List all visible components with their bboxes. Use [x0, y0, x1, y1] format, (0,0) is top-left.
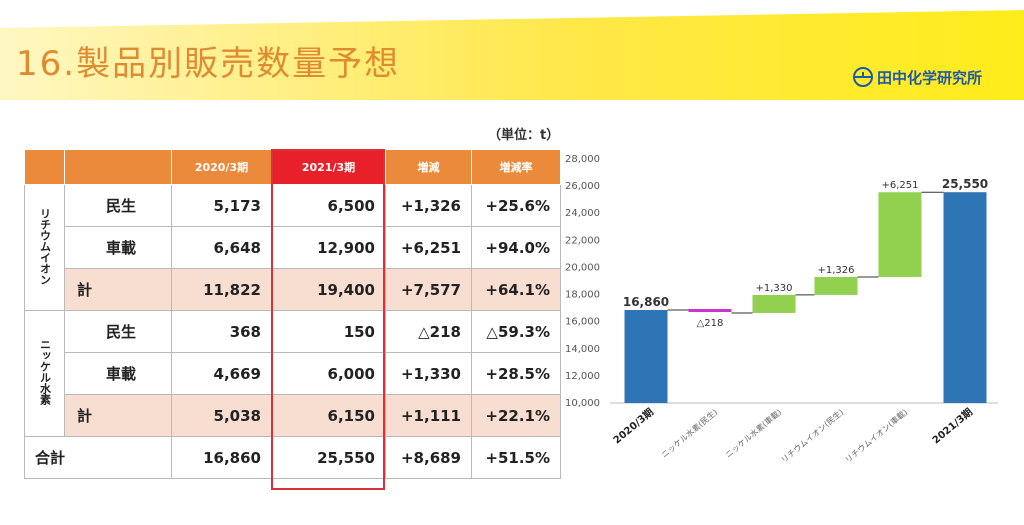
group-label: リチウムイオン	[24, 184, 65, 311]
data-label: +1,326	[817, 265, 854, 276]
cell-value: +94.0%	[471, 226, 561, 269]
y-tick-label: 24,000	[565, 208, 600, 219]
cell-value: 12,900	[271, 226, 386, 269]
table-row: 車載 6,648 12,900 +6,251 +94.0%	[25, 226, 561, 269]
data-label: +6,251	[881, 180, 918, 191]
cell-value: +1,111	[385, 394, 472, 437]
page-title: 16.製品別販売数量予想	[16, 44, 401, 84]
cell-value: 5,173	[171, 184, 272, 227]
cell-value: △59.3%	[471, 310, 561, 353]
cell-value: 5,038	[171, 394, 272, 437]
y-tick-label: 18,000	[565, 290, 600, 301]
cell-value: +8,689	[385, 436, 472, 479]
cell-value: 4,669	[171, 352, 272, 395]
logo-icon	[853, 67, 873, 87]
total-row: 合計 16,860 25,550 +8,689 +51.5%	[24, 436, 561, 479]
cell-value: +28.5%	[471, 352, 561, 395]
data-label: +1,330	[755, 283, 792, 294]
cell-value: 150	[271, 310, 386, 353]
x-tick-label: ニッケル水素(民生)	[659, 407, 719, 460]
subtotal-row: 計 5,038 6,150 +1,111 +22.1%	[25, 394, 561, 437]
y-tick-label: 26,000	[565, 181, 600, 192]
cell-value: △218	[385, 310, 472, 353]
cell-value: +7,577	[385, 268, 472, 311]
header-cell	[24, 149, 65, 185]
x-tick-label: リチウムイオン(民生)	[779, 407, 845, 465]
y-tick-label: 22,000	[565, 235, 600, 246]
row-label: 車載	[64, 226, 172, 269]
cell-value: 6,500	[271, 184, 386, 227]
x-tick-label: 2021/3期	[929, 405, 974, 446]
header-cell: 2020/3期	[171, 149, 272, 185]
group-label: ニッケル水素	[24, 310, 65, 437]
y-tick-label: 16,000	[565, 317, 600, 328]
cell-value: +1,326	[385, 184, 472, 227]
x-tick-label: ニッケル水素(車載)	[723, 407, 783, 460]
cell-value: +22.1%	[471, 394, 561, 437]
waterfall-chart: 10,000 12,000 14,000 16,000 18,000 20,000 22,0…	[565, 154, 998, 465]
cell-value: +6,251	[385, 226, 472, 269]
table-header-row: 2020/3期 2021/3期 増減 増減率	[24, 149, 561, 185]
sales-table: 2020/3期 2021/3期 増減 増減率 リチウムイオン 民生 5,173 …	[24, 149, 561, 479]
chart-bar	[624, 310, 668, 403]
cell-value: +25.6%	[471, 184, 561, 227]
y-tick-label: 28,000	[565, 154, 600, 165]
row-label: 計	[64, 268, 172, 311]
chart-bar	[943, 192, 987, 403]
row-label: 民生	[64, 184, 172, 227]
chart-bar	[752, 294, 796, 313]
logo-text: 田中化学研究所	[877, 68, 983, 87]
x-tick-label: リチウムイオン(車載)	[843, 407, 909, 465]
row-label: 合計	[24, 436, 172, 479]
y-tick-label: 10,000	[565, 398, 600, 409]
cell-value: 25,550	[271, 436, 386, 479]
chart-bar	[814, 276, 858, 295]
y-tick-label: 12,000	[565, 371, 600, 382]
cell-value: 6,648	[171, 226, 272, 269]
row-label: 計	[64, 394, 172, 437]
row-label: 車載	[64, 352, 172, 395]
header-cell: 増減率	[471, 149, 561, 185]
subtotal-row: 計 11,822 19,400 +7,577 +64.1%	[25, 268, 561, 311]
cell-value: 6,000	[271, 352, 386, 395]
cell-value: 6,150	[271, 394, 386, 437]
company-logo: 田中化学研究所	[852, 66, 982, 88]
chart-bar	[878, 192, 922, 277]
header-band	[0, 10, 1024, 100]
cell-value: +51.5%	[471, 436, 561, 479]
y-tick-label: 14,000	[565, 344, 600, 355]
chart-bar	[688, 309, 732, 313]
cell-value: 19,400	[271, 268, 386, 311]
y-tick-label: 20,000	[565, 262, 600, 273]
x-tick-label: 2020/3期	[610, 405, 655, 446]
row-label: 民生	[64, 310, 172, 353]
cell-value: 11,822	[171, 268, 272, 311]
table-row: ニッケル水素 民生 368 150 △218 △59.3%	[24, 310, 561, 437]
unit-label: （単位：t）	[488, 128, 560, 143]
cell-value: +1,330	[385, 352, 472, 395]
header-cell: 増減	[385, 149, 472, 185]
cell-value: 16,860	[171, 436, 272, 479]
header-cell	[64, 149, 172, 185]
cell-value: +64.1%	[471, 268, 561, 311]
cell-value: 368	[171, 310, 272, 353]
table-row: 車載 4,669 6,000 +1,330 +28.5%	[25, 352, 561, 395]
header-cell-highlight: 2021/3期	[271, 149, 386, 185]
data-label: 25,550	[942, 177, 988, 191]
data-label: 16,860	[623, 295, 669, 309]
data-label: △218	[697, 318, 724, 329]
table-row: リチウムイオン 民生 5,173 6,500 +1,326 +25.6%	[24, 184, 561, 311]
